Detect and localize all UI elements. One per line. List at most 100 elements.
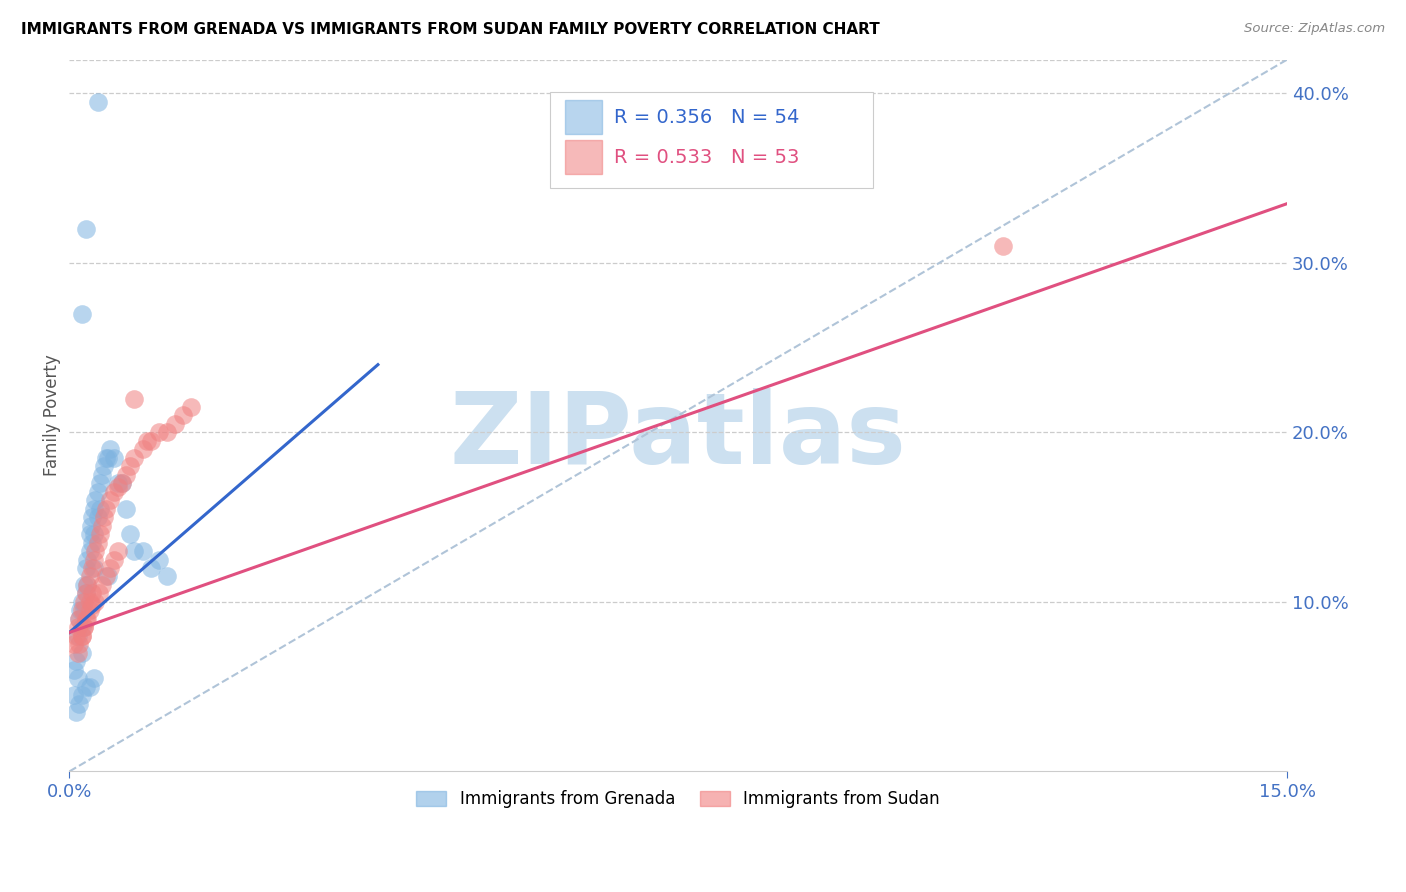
Point [75,680,97,694]
Point [62,663,84,677]
Point [75,612,97,626]
Point [66,671,89,685]
Point [73,578,96,592]
Point [76,612,98,626]
Point [82,510,104,524]
Point [84,544,107,558]
Point [120,459,142,474]
Point [94,501,117,516]
Point [70,595,93,609]
Point [148,425,170,440]
Point [124,450,146,465]
Point [79,544,101,558]
Point [90,518,112,533]
Point [82,599,104,613]
Point [131,442,153,457]
Point [90,578,112,592]
Point [148,552,170,566]
Point [180,400,202,414]
Point [991,239,1014,253]
Point [67,697,90,711]
Point [67,637,90,651]
Point [79,569,101,583]
Point [98,442,121,457]
Point [120,527,142,541]
Point [76,552,98,566]
Point [67,612,90,626]
Point [79,527,101,541]
Point [72,688,94,702]
Point [124,544,146,558]
Point [107,480,129,494]
Point [163,417,186,431]
Point [76,578,98,592]
Point [107,544,129,558]
Point [83,552,105,566]
Point [65,705,87,719]
Point [89,527,111,541]
Point [66,620,89,634]
Point [70,307,93,321]
Point [111,476,134,491]
Text: IMMIGRANTS FROM GRENADA VS IMMIGRANTS FROM SUDAN FAMILY POVERTY CORRELATION CHAR: IMMIGRANTS FROM GRENADA VS IMMIGRANTS FR… [21,22,880,37]
Point [124,392,146,406]
Point [62,688,84,702]
Point [75,561,97,575]
Point [79,603,101,617]
Bar [565,140,602,174]
Point [65,654,87,668]
Point [66,646,89,660]
Point [90,467,112,482]
Point [156,425,179,440]
Point [75,586,97,600]
Text: R = 0.356   N = 54: R = 0.356 N = 54 [614,108,799,127]
Point [70,620,93,634]
Point [70,603,93,617]
Point [115,501,138,516]
Point [139,561,162,575]
Point [79,518,101,533]
Point [73,603,96,617]
Point [139,434,162,448]
Point [103,484,125,499]
Point [111,476,134,491]
Point [84,493,107,508]
Text: ZIPatlas: ZIPatlas [450,388,907,485]
Y-axis label: Family Poverty: Family Poverty [44,355,60,476]
Point [82,535,104,549]
Point [75,222,97,236]
Point [98,493,121,508]
Point [76,578,98,592]
Point [65,629,87,643]
Point [62,637,84,651]
Point [75,586,97,600]
Point [73,620,96,634]
Point [83,671,105,685]
Point [84,595,107,609]
Point [93,459,115,474]
Point [156,569,179,583]
Point [103,450,125,465]
Point [98,561,121,575]
Point [115,467,138,482]
Point [70,646,93,660]
Point [107,476,129,491]
Point [83,501,105,516]
Point [79,595,101,609]
Point [87,510,110,524]
Point [103,552,125,566]
Point [73,620,96,634]
Point [83,527,105,541]
Text: R = 0.533   N = 53: R = 0.533 N = 53 [614,147,799,167]
FancyBboxPatch shape [550,92,873,187]
Point [69,603,91,617]
Point [89,501,111,516]
Point [70,629,93,643]
Point [94,569,117,583]
Point [135,434,157,448]
Point [87,484,110,499]
Point [67,612,90,626]
Point [87,586,110,600]
Point [82,561,104,575]
Point [83,561,105,575]
